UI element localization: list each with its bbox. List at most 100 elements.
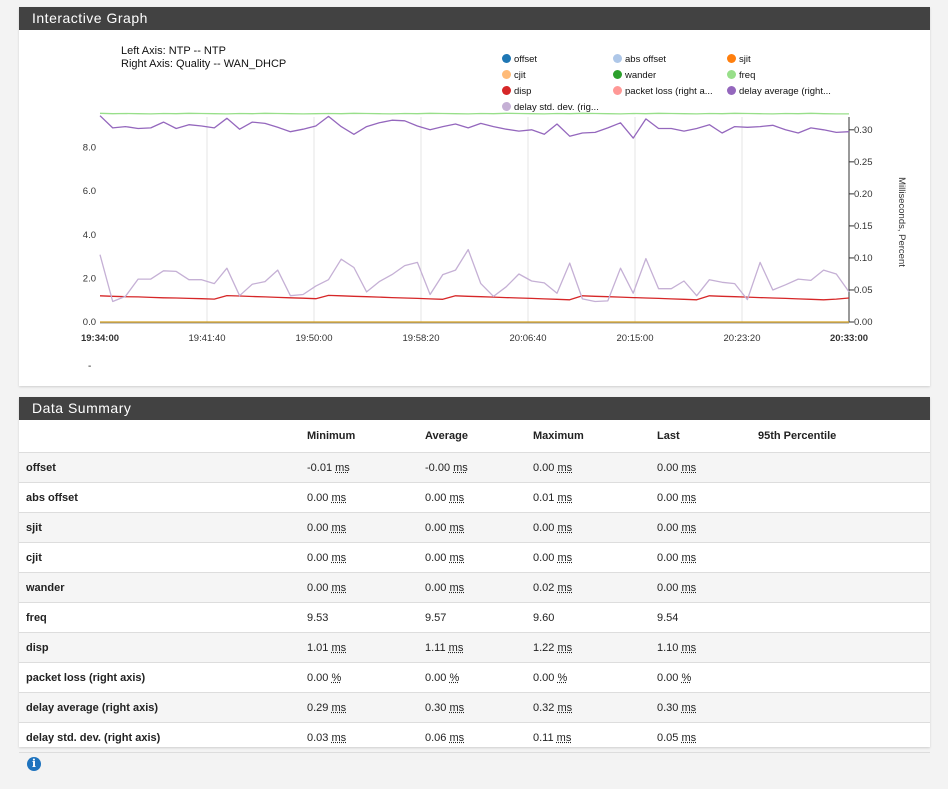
row-label: offset xyxy=(19,452,307,483)
cell-95th-percentile xyxy=(758,662,930,693)
legend-item[interactable]: offset xyxy=(502,54,537,65)
cell-value: 0.00 xyxy=(307,491,329,504)
cell-avg: 0.06 ms xyxy=(425,722,533,753)
cell-unit: ms xyxy=(449,731,465,744)
legend-item[interactable]: cjit xyxy=(502,70,526,81)
cell-min: -0.01 ms xyxy=(307,452,425,483)
cell-min: 9.53 xyxy=(307,602,425,633)
cell-unit: ms xyxy=(331,491,347,504)
series-line xyxy=(99,248,850,303)
cell-95th-percentile xyxy=(758,452,930,483)
cell-value: 0.02 xyxy=(533,581,555,594)
x-tick-label: 20:15:00 xyxy=(617,333,654,344)
cell-max: 9.60 xyxy=(533,602,657,633)
legend-label: freq xyxy=(739,70,756,81)
legend-dot-icon xyxy=(727,86,736,95)
cell-avg: 0.00 ms xyxy=(425,482,533,513)
legend-item[interactable]: disp xyxy=(502,86,531,97)
cell-avg: 0.00 ms xyxy=(425,542,533,573)
legend-label: delay average (right... xyxy=(739,86,831,97)
table-row: packet loss (right axis) 0.00 % 0.00 % 0.00… xyxy=(19,662,930,693)
info-icon[interactable]: i xyxy=(27,757,41,771)
graph-panel-title: Interactive Graph xyxy=(19,7,930,30)
cell-unit: ms xyxy=(681,521,697,534)
cell-unit: ms xyxy=(556,731,572,744)
cell-unit: ms xyxy=(335,461,350,474)
header-maximum: Maximum xyxy=(533,420,657,453)
cell-value: 0.00 xyxy=(425,551,447,564)
cell-min: 1.01 ms xyxy=(307,632,425,663)
legend-dot-icon xyxy=(613,86,622,95)
table-row: disp 1.01 ms 1.11 ms 1.22 ms 1.10 ms xyxy=(19,632,930,663)
series-line xyxy=(99,115,850,139)
legend-item[interactable]: packet loss (right a... xyxy=(613,86,713,97)
cell-value: 9.60 xyxy=(533,611,555,624)
legend-item[interactable]: abs offset xyxy=(613,54,666,65)
row-label: cjit xyxy=(19,542,307,573)
cell-last: 0.00 ms xyxy=(657,542,758,573)
cell-value: 0.00 xyxy=(425,491,447,504)
legend-dot-icon xyxy=(613,54,622,63)
table-row: wander 0.00 ms 0.00 ms 0.02 ms 0.00 ms xyxy=(19,572,930,603)
legend-item[interactable]: freq xyxy=(727,70,755,81)
y-right-tick-label: 0.15 xyxy=(854,221,873,232)
cell-95th-percentile xyxy=(758,512,930,543)
legend-label: delay std. dev. (rig... xyxy=(514,102,599,113)
cell-unit: % xyxy=(331,671,342,684)
cell-95th-percentile xyxy=(758,722,930,753)
cell-value: 0.00 xyxy=(657,671,679,684)
cell-unit: ms xyxy=(681,701,697,714)
cell-max: 0.32 ms xyxy=(533,692,657,723)
cell-avg: -0.00 ms xyxy=(425,452,533,483)
cell-value: 0.00 xyxy=(533,461,555,474)
legend-dot-icon xyxy=(502,102,511,111)
legend-dot-icon xyxy=(502,70,511,79)
cell-value: 1.01 xyxy=(307,641,329,654)
summary-header-row: Minimum Average Maximum Last 95th Percen… xyxy=(19,420,930,453)
cell-value: 0.00 xyxy=(657,581,679,594)
legend-dot-icon xyxy=(727,54,736,63)
cell-unit: ms xyxy=(557,581,573,594)
cell-last: 0.00 ms xyxy=(657,512,758,543)
table-row: delay average (right axis) 0.29 ms 0.30 ms… xyxy=(19,692,930,723)
summary-panel-title: Data Summary xyxy=(19,397,930,420)
legend-item[interactable]: wander xyxy=(613,70,656,81)
cell-value: -0.00 xyxy=(425,461,451,474)
series-line xyxy=(99,112,849,115)
x-tick-label: 19:58:20 xyxy=(403,333,440,344)
cell-unit: ms xyxy=(453,461,468,474)
x-tick-label: 20:23:20 xyxy=(724,333,761,344)
cell-unit: ms xyxy=(557,701,573,714)
cell-value: 0.00 xyxy=(657,491,679,504)
cell-unit: ms xyxy=(448,641,464,654)
table-row: sjit 0.00 ms 0.00 ms 0.00 ms 0.00 ms xyxy=(19,512,930,543)
row-label: wander xyxy=(19,572,307,603)
cell-value: 0.00 xyxy=(657,461,679,474)
cell-unit: ms xyxy=(681,581,697,594)
header-average: Average xyxy=(425,420,533,453)
summary-table: Minimum Average Maximum Last 95th Percen… xyxy=(19,420,930,753)
legend-item[interactable]: sjit xyxy=(727,54,751,65)
y-left-tick-label: 8.0 xyxy=(83,143,96,154)
cell-max: 0.02 ms xyxy=(533,572,657,603)
cell-value: 9.54 xyxy=(657,611,679,624)
row-label: abs offset xyxy=(19,482,307,513)
cell-value: 0.03 xyxy=(307,731,329,744)
cell-min: 0.00 ms xyxy=(307,482,425,513)
cell-last: 9.54 xyxy=(657,602,758,633)
cell-min: 0.00 ms xyxy=(307,512,425,543)
cell-value: 0.05 xyxy=(657,731,679,744)
legend-item[interactable]: delay std. dev. (rig... xyxy=(502,102,599,113)
cell-last: 0.00 ms xyxy=(657,452,758,483)
right-axis-info: Right Axis: Quality -- WAN_DHCP xyxy=(121,58,287,70)
cell-unit: ms xyxy=(449,701,465,714)
cell-avg: 0.00 ms xyxy=(425,512,533,543)
legend-item[interactable]: delay average (right... xyxy=(727,86,831,97)
cell-last: 0.00 ms xyxy=(657,482,758,513)
header-minimum: Minimum xyxy=(307,420,425,453)
y-left-tick-label: 0.0 xyxy=(83,317,96,328)
cell-value: 0.00 xyxy=(307,671,329,684)
cell-avg: 9.57 xyxy=(425,602,533,633)
cell-unit: % xyxy=(681,671,692,684)
cell-value: 0.29 xyxy=(307,701,329,714)
